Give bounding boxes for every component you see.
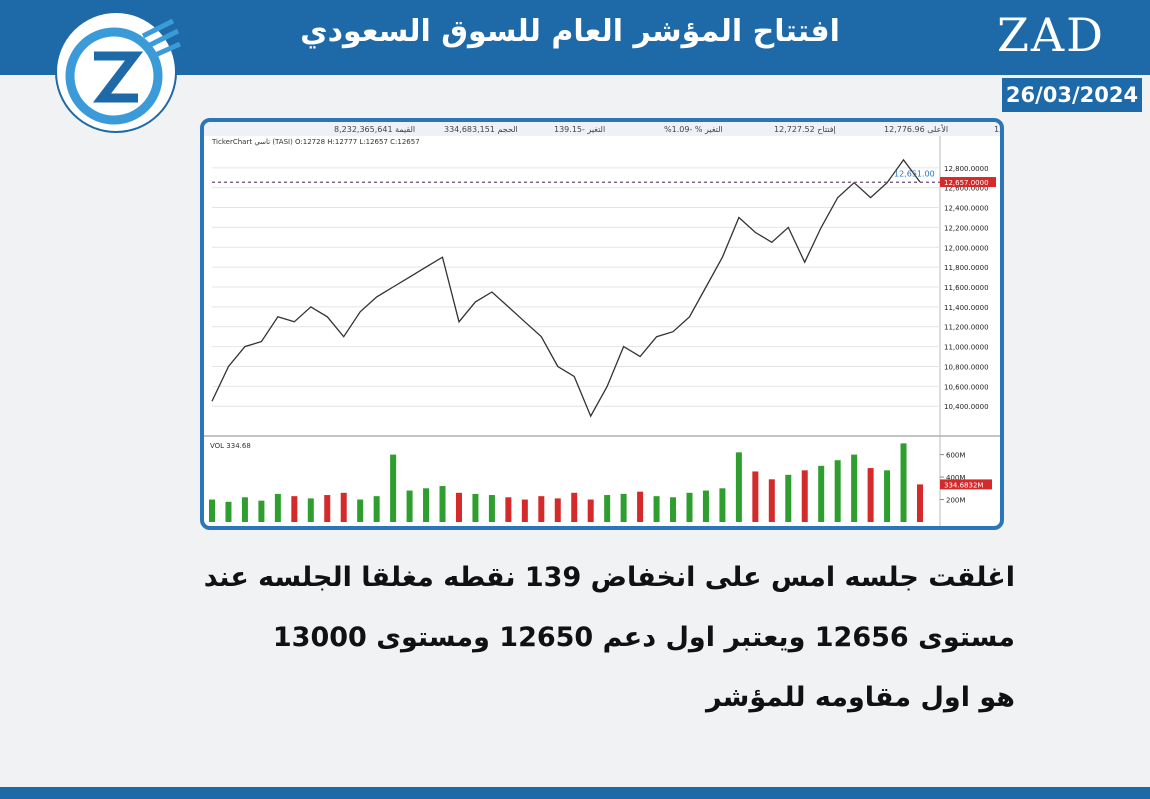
volume-bar [258,500,265,522]
volume-bar [225,501,232,522]
volume-bar [917,484,923,522]
volume-bar [455,492,462,522]
last-volume-label: 334.6832M [944,481,983,489]
volume-bar [653,496,660,522]
volume-bar [900,443,907,522]
stat: القيمة 8,232,365,641 [334,125,415,134]
bottom-bar [0,787,1150,799]
y-tick-label: 200M [946,497,965,505]
date: 26/03/2024 [1002,78,1142,112]
volume-bar [439,486,446,522]
body-line: هو اول مقاومه للمؤشر [705,682,1015,713]
stat: الحجم 334,683,151 [444,125,518,134]
body-text: اغلقت جلسه امس على انخفاض 139 نقطه مغلقا… [135,552,1015,732]
last-price-box [940,177,996,188]
volume-name: VOL 334.68 [210,442,251,450]
volume-bar [505,497,512,522]
volume-bar [340,492,347,522]
y-tick-label: 11,600.0000 [944,284,989,292]
brand: ZAD [996,8,1105,62]
volume-bar [604,495,611,522]
volume-bar [834,460,841,522]
volume-bar [571,492,578,522]
title: افتتاح المؤشر العام للسوق السعودي [300,14,840,49]
volume-bar [818,465,825,522]
y-tick-label: 11,200.0000 [944,324,989,332]
stat: الإغلاق 12,656.94 [994,125,1000,135]
volume-bar [768,479,775,522]
y-tick-label: 12,000.0000 [944,244,989,252]
stat: إفتتاح 12,727.52 [774,125,836,135]
volume-bar [324,495,331,522]
y-tick-label: 10,800.0000 [944,363,989,371]
volume-bar [357,499,364,522]
y-tick-label: 10,600.0000 [944,383,989,391]
last-volume-box [940,479,992,490]
chart: الإغلاق 12,656.94 الأعلى 12,776.96 إفتتاح … [204,122,1000,526]
volume-bar [241,497,248,522]
y-tick-label: 11,400.0000 [944,304,989,312]
stat: الأعلى 12,776.96 [884,124,948,134]
top-bar: افتتاح المؤشر العام للسوق السعودي ZAD [0,0,1150,75]
stat: التغير % -1.09% [664,125,723,134]
volume-bar [538,496,545,522]
y-tick-label: 12,200.0000 [944,224,989,232]
volume-bar [472,493,479,522]
chart-name: TickerChart تاسي (TASI) O:12728 H:12777 … [211,138,420,146]
volume-bar [752,471,759,522]
y-tick-label: 11,800.0000 [944,264,989,272]
body-line: مستوى 12656 ويعتبر اول دعم 12650 ومستوى … [272,622,1015,653]
volume-bar [702,490,709,522]
last-price-label: 12,657.0000 [944,179,989,187]
volume-bar [867,468,874,522]
y-tick-label: 10,400.0000 [944,403,989,411]
price-line [211,158,921,418]
volume-bar [785,474,792,522]
volume-bar [587,499,594,522]
volume-bar [274,493,281,522]
chart-frame: الإغلاق 12,656.94 الأعلى 12,776.96 إفتتاح … [200,118,1004,530]
y-tick-label: 12,800.0000 [944,165,989,173]
volume-bar [670,497,677,522]
volume-bar [686,492,693,522]
volume-bar [884,470,891,522]
y-tick-label: 12,600.0000 [944,185,989,193]
y-tick-label: 11,000.0000 [944,344,989,352]
volume-bar [521,499,528,522]
logo [55,11,182,133]
volume-bar [851,454,858,522]
volume-bar [291,496,298,522]
volume-bar [488,495,495,522]
volume-bar [554,498,561,522]
volume-bar [373,496,380,522]
y-tick-label: 600M [946,452,965,460]
stats-bar [204,122,1000,136]
volume-bar [307,498,314,522]
volume-bar [423,488,430,522]
volume-bar [735,452,742,522]
stat: التغير -139.15 [554,125,605,134]
volume-bar [620,493,627,522]
volume-bar [390,454,397,522]
volume-bar [637,491,644,522]
volume-bar [406,490,413,522]
volume-bar [801,470,808,522]
level-label: 12,651.00 [894,170,935,179]
volume-bar [209,499,215,522]
y-tick-label: 400M [946,474,965,482]
body-line: اغلقت جلسه امس على انخفاض 139 نقطه مغلقا… [203,562,1015,593]
y-tick-label: 12,400.0000 [944,205,989,213]
volume-bar [719,488,726,522]
